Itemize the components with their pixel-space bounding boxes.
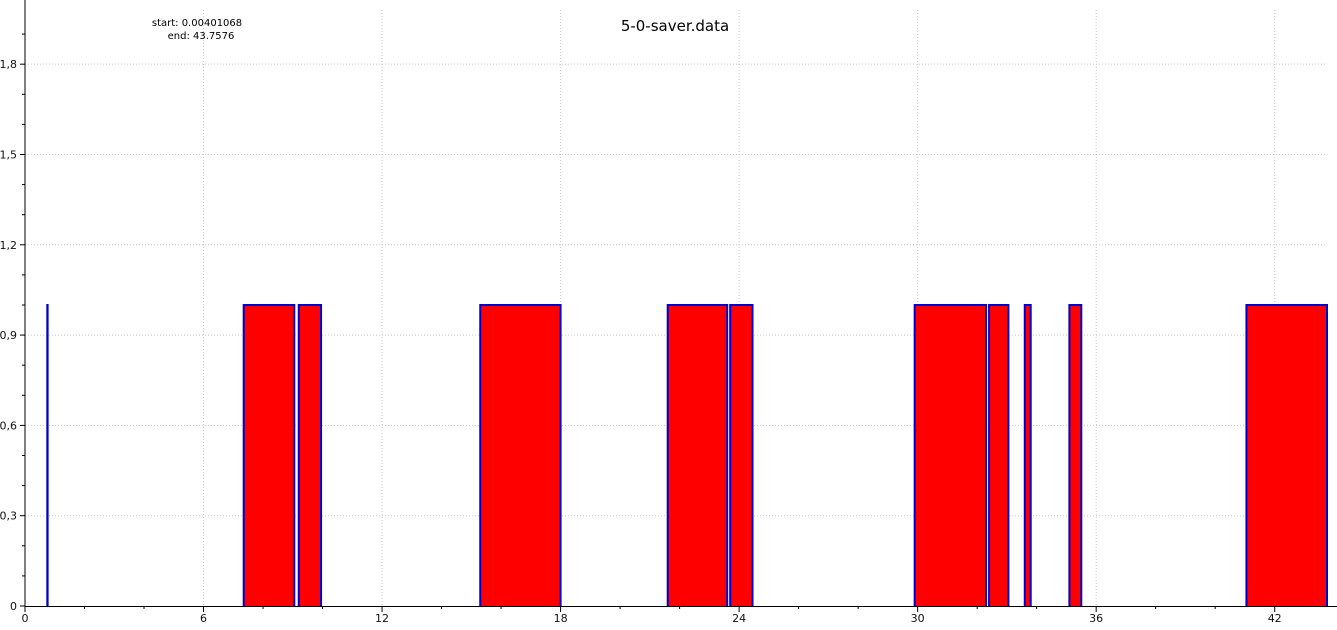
interval-fill	[1069, 304, 1082, 606]
interval-outline	[988, 303, 1010, 606]
y-tick-label: 1,2	[0, 239, 17, 252]
interval-outline	[913, 303, 988, 606]
interval-outline	[479, 303, 562, 606]
x-tick-label: 30	[911, 612, 925, 625]
interval-fill	[1246, 304, 1327, 606]
x-tick-label: 18	[554, 612, 568, 625]
x-tick-label: 6	[200, 612, 207, 625]
interval-outline	[729, 303, 754, 606]
y-tick-label: 1,5	[0, 148, 17, 161]
x-tick-label: 36	[1089, 612, 1103, 625]
interval-fill	[914, 304, 987, 606]
interval-fill	[480, 304, 561, 606]
interval-outline	[242, 303, 296, 606]
interval-fill	[298, 304, 322, 606]
x-tick-label: 12	[375, 612, 389, 625]
interval-fill	[667, 304, 728, 606]
interval-outline	[1245, 303, 1328, 606]
data-intervals	[46, 303, 1328, 606]
chart-title: 5-0-saver.data	[621, 17, 729, 35]
end-annotation: end: 43.7576	[168, 31, 235, 42]
interval-outline	[297, 303, 323, 606]
y-tick-label: 0,6	[0, 419, 17, 432]
y-tick-label: 0,3	[0, 510, 17, 523]
start-annotation: start: 0.00401068	[152, 18, 242, 29]
interval-fill	[1024, 304, 1031, 606]
x-tick-label: 24	[732, 612, 746, 625]
interval-fill	[989, 304, 1009, 606]
interval-fill	[243, 304, 295, 606]
interval-outline	[1023, 303, 1032, 606]
axes	[24, 0, 1337, 607]
x-axis-ticks: 0 6 12 18 24 30 36 42	[22, 606, 1282, 625]
interval-outline	[1068, 303, 1083, 606]
interval-fill	[730, 304, 753, 606]
x-tick-label: 0	[22, 612, 29, 625]
y-tick-label: 1,8	[0, 58, 17, 71]
y-tick-label: 0,9	[0, 329, 17, 342]
interval-outline	[666, 303, 729, 606]
y-tick-label: 0	[10, 600, 17, 613]
y-axis-ticks: 0 0,3 0,6 0,9 1,2 1,5 1,8	[0, 33, 25, 613]
x-tick-label: 42	[1268, 612, 1282, 625]
